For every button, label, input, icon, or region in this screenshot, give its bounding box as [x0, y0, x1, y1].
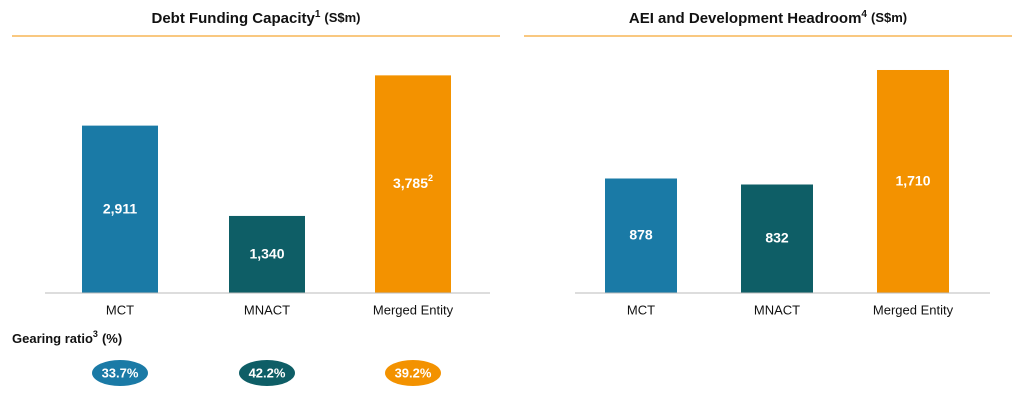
value-label: 2,911 — [103, 200, 137, 216]
bar — [375, 75, 451, 293]
value-label: 1,340 — [249, 245, 284, 261]
chart-title: AEI and Development Headroom4 (S$m) — [629, 9, 907, 27]
value-label-text: 878 — [629, 226, 653, 242]
title-superscript: 1 — [315, 9, 321, 20]
value-label-text: 1,710 — [895, 172, 930, 188]
title-text: AEI and Development Headroom — [629, 10, 862, 27]
gearing-badge — [239, 360, 295, 386]
value-label-superscript: 2 — [428, 174, 433, 184]
x-tick-label: MCT — [627, 302, 655, 317]
title-superscript: 4 — [861, 9, 867, 20]
value-label-text: 2,911 — [103, 200, 137, 216]
gearing-label-text: Gearing ratio — [12, 331, 93, 346]
gearing-value: 33.7% — [102, 365, 139, 380]
bar — [877, 69, 949, 293]
gearing-superscript: 3 — [93, 329, 98, 339]
gearing-value: 39.2% — [395, 365, 432, 380]
title-text: Debt Funding Capacity — [151, 10, 315, 27]
value-label: 3,7852 — [393, 174, 433, 191]
bar — [605, 178, 677, 293]
title-unit: (S$m) — [324, 10, 360, 25]
bar — [82, 125, 158, 294]
x-tick-label: MCT — [106, 302, 134, 317]
gearing-badge — [385, 360, 441, 386]
value-label: 1,710 — [895, 172, 930, 188]
value-label-text: 1,340 — [249, 245, 284, 261]
bar — [741, 184, 813, 293]
gearing-value: 42.2% — [249, 365, 286, 380]
x-tick-label: MNACT — [244, 302, 290, 317]
value-label: 878 — [629, 226, 653, 242]
title-unit: (S$m) — [871, 10, 907, 25]
gearing-label: Gearing ratio3 (%) — [12, 329, 122, 346]
bar — [229, 215, 305, 293]
x-tick-label: Merged Entity — [873, 302, 954, 317]
x-tick-label: MNACT — [754, 302, 800, 317]
value-label: 832 — [765, 229, 789, 245]
value-label-text: 3,785 — [393, 175, 428, 191]
gearing-badge — [92, 360, 148, 386]
chart-title: Debt Funding Capacity1 (S$m) — [151, 9, 360, 27]
x-tick-label: Merged Entity — [373, 302, 454, 317]
gearing-unit: (%) — [102, 331, 122, 346]
value-label-text: 832 — [765, 229, 789, 245]
